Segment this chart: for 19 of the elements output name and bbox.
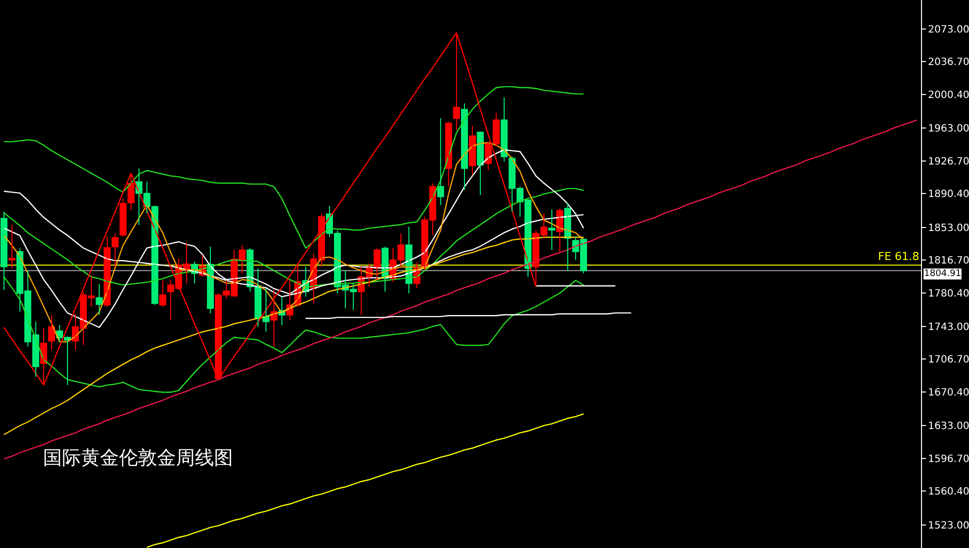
y-tick-label: 1670.40: [928, 387, 969, 398]
y-tick-label: 1816.70: [928, 256, 969, 267]
y-tick-label: 1963.00: [928, 124, 969, 135]
y-tick-label: 2073.00: [928, 24, 969, 36]
y-tick-label: 1743.00: [928, 322, 969, 333]
y-tick-label: 1926.70: [928, 156, 969, 168]
ref-line-label: 1804.91: [924, 269, 962, 279]
y-tick-label: 1633.00: [928, 421, 969, 432]
y-tick-label: 1853.00: [928, 222, 969, 234]
y-tick-label: 2036.70: [928, 57, 969, 68]
ref-line-label: FE 61.8: [878, 250, 920, 263]
y-tick-label: 1596.70: [928, 454, 969, 465]
y-tick-label: 1706.70: [928, 354, 969, 366]
y-tick-label: 1523.00: [928, 520, 969, 532]
y-tick-label: 2000.40: [928, 90, 969, 101]
y-tick-label: 1890.40: [928, 189, 969, 200]
y-tick-label: 1560.40: [928, 486, 969, 498]
y-tick-label: 1780.40: [928, 288, 969, 300]
text: 国际黄金伦敦金周线图: [43, 447, 233, 469]
